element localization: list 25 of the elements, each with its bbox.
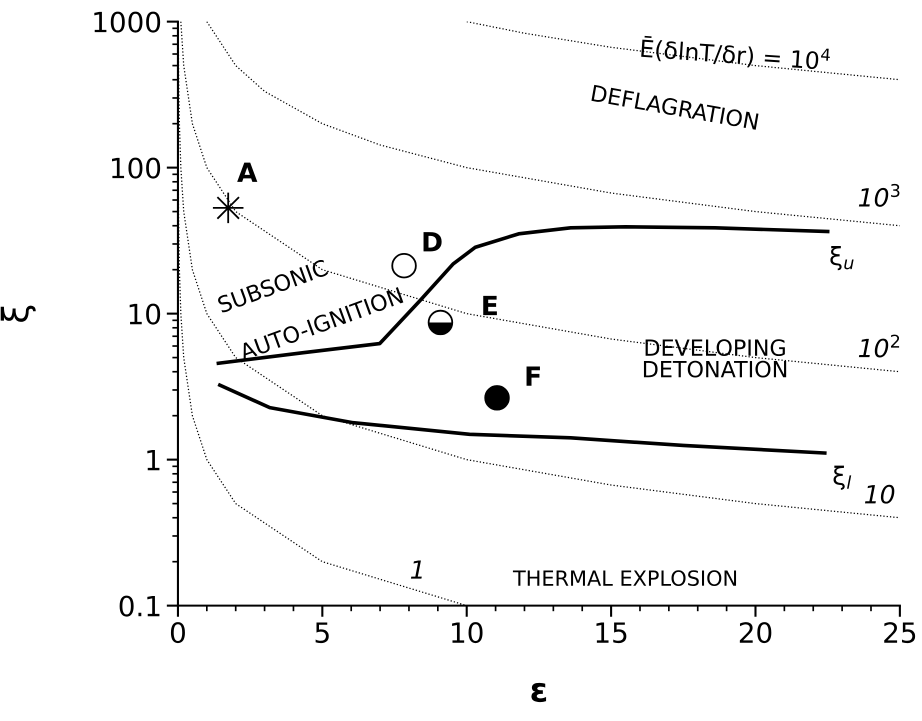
annotation: D [424, 232, 442, 252]
x-tick-label: 5 [316, 622, 329, 644]
annotation: 1 [410, 560, 422, 579]
y-tick-label: 10 [130, 304, 160, 325]
x-tick-label: 25 [884, 622, 916, 644]
annotation: E [483, 296, 497, 316]
annotation: ξ$_{u}$ [830, 246, 854, 270]
y-tick-label: 1 [147, 450, 160, 470]
annotation: Ē(δlnT/δr) = 10$^{4}$ [641, 36, 830, 74]
x-tick-label: 10 [452, 622, 483, 644]
annotation: 10$^{3}$ [858, 184, 900, 207]
annotation: THERMAL EXPLOSION [512, 570, 736, 586]
annotation: A [237, 162, 258, 182]
annotation: 10 [864, 484, 894, 504]
annotation: F [526, 366, 540, 386]
y-tick-label: 100 [112, 158, 160, 179]
annotation: ξ$_{l}$ [834, 466, 852, 490]
y-axis-title: ξ [0, 306, 36, 322]
x-axis-title: ε [531, 682, 546, 702]
x-tick-label: 0 [170, 622, 185, 644]
annotation: 10$^{2}$ [858, 334, 900, 358]
x-tick-label: 15 [596, 622, 626, 644]
y-tick-label: 1000 [94, 12, 160, 33]
y-tick-label: 0.1 [120, 596, 160, 617]
x-tick-label: 20 [740, 622, 772, 644]
